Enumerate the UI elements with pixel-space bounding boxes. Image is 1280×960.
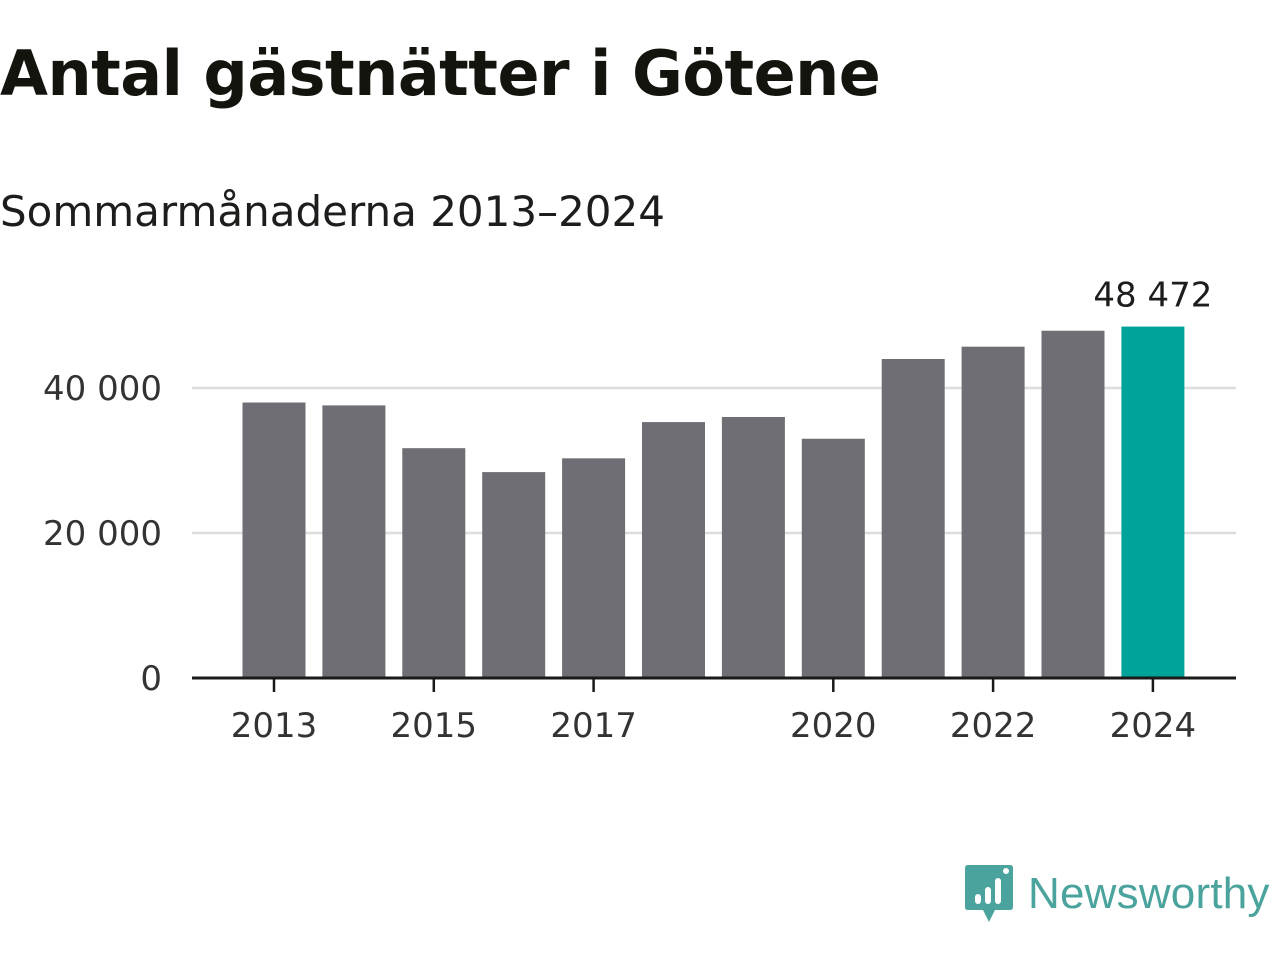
chart-title: Antal gästnätter i Götene [0, 37, 881, 110]
x-tick-label: 2013 [231, 706, 318, 746]
bar-2020 [801, 438, 865, 678]
chart-subtitle: Sommarmånaderna 2013–2024 [0, 187, 665, 236]
y-tick-label: 0 [140, 659, 162, 699]
newsworthy-logo: Newsworthy [964, 862, 1270, 926]
data-label: 48 472 [1093, 276, 1212, 316]
x-tick-label: 2024 [1110, 706, 1197, 746]
bar-2022 [961, 346, 1025, 678]
bar-2015 [402, 448, 466, 678]
bars [242, 326, 1185, 678]
y-tick-label: 20 000 [43, 514, 162, 554]
labels: 0 20 000 40 000 48 472 2013 2015 2017 2020 2022 2… [43, 276, 1212, 746]
bar-2018 [642, 422, 705, 678]
x-tick-label: 2022 [950, 706, 1037, 746]
axes [192, 676, 1236, 692]
bar-2024 [1121, 326, 1185, 678]
x-tick-label: 2017 [550, 706, 637, 746]
brand-name: Newsworthy [1028, 869, 1270, 918]
x-tick-label: 2015 [391, 706, 478, 746]
newsworthy-logo-icon [965, 865, 1013, 922]
bar-2021 [881, 359, 945, 678]
bar-2014 [322, 405, 386, 678]
bar-2023 [1041, 330, 1105, 678]
bar-2017 [562, 458, 626, 678]
y-tick-label: 40 000 [43, 369, 162, 409]
bar-2013 [242, 402, 306, 678]
x-tick-label: 2020 [790, 706, 877, 746]
bar-2016 [482, 472, 546, 678]
bar-2019 [721, 417, 785, 678]
